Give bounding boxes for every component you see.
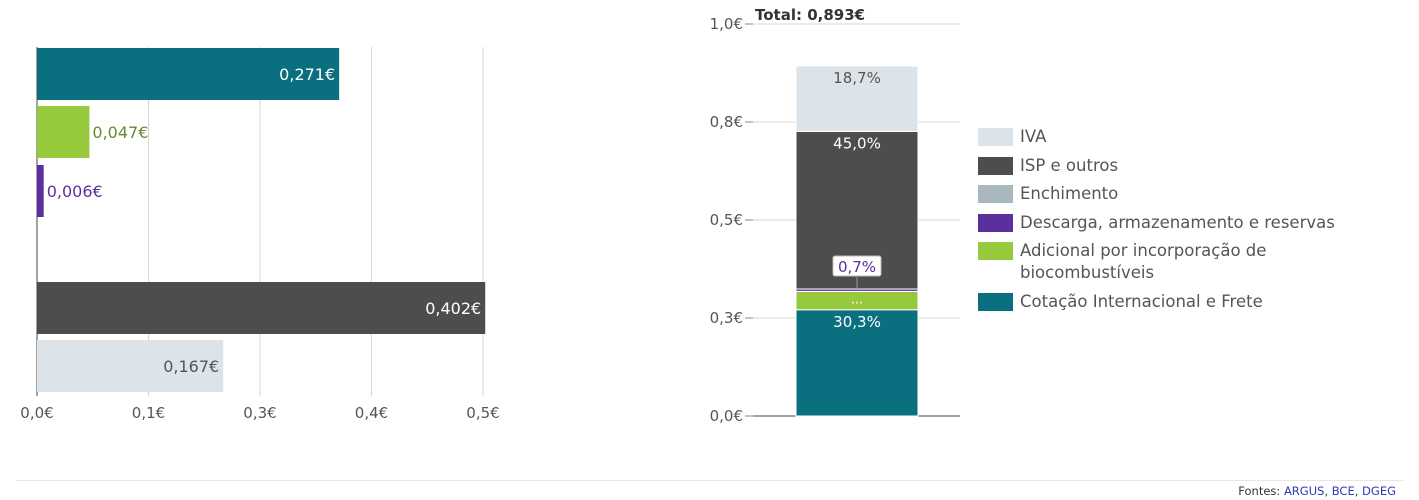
x-tick-label: 0,5€ — [466, 404, 499, 422]
y-tick-label: 0,3€ — [710, 309, 743, 327]
x-tick-label: 0,3€ — [243, 404, 276, 422]
source-link-dgeg[interactable]: DGEG — [1362, 484, 1396, 498]
legend-item-biocombustiveis[interactable]: Adicional por incorporação de biocombust… — [978, 240, 1340, 284]
legend-label: Adicional por incorporação de biocombust… — [1020, 241, 1267, 282]
legend-label: Enchimento — [1020, 184, 1119, 203]
bar-data-label: 0,006€ — [47, 182, 103, 201]
bar-data-label: 0,271€ — [279, 65, 335, 84]
x-tick-label: 0,0€ — [20, 404, 53, 422]
bar-data-label: 0,047€ — [92, 123, 148, 142]
x-tick-label: 0,1€ — [132, 404, 165, 422]
y-tick-label: 1,0€ — [710, 15, 743, 33]
bar — [37, 48, 340, 100]
legend-swatch — [978, 128, 1013, 146]
legend-label: ISP e outros — [1020, 156, 1119, 175]
stack-segment-label: 30,3% — [833, 313, 881, 331]
footer-prefix: Fontes: — [1238, 484, 1281, 498]
stack-total-title: Total: 0,893€ — [755, 6, 865, 24]
legend-label: Cotação Internacional e Frete — [1020, 292, 1263, 311]
y-tick-label: 0,8€ — [710, 113, 743, 131]
legend-label: Descarga, armazenamento e reservas — [1020, 213, 1335, 232]
footer-divider — [16, 480, 1403, 481]
stack-segment-label: 45,0% — [833, 134, 881, 152]
stack-segment — [795, 309, 919, 417]
bar-data-label: 0,167€ — [163, 357, 219, 376]
source-link-argus[interactable]: ARGUS — [1283, 484, 1325, 498]
legend-swatch — [978, 293, 1013, 311]
legend-swatch — [978, 185, 1013, 203]
stack-segment-label: 18,7% — [833, 69, 881, 87]
source-link-bce[interactable]: BCE — [1331, 484, 1355, 498]
legend-item-descarga[interactable]: Descarga, armazenamento e reservas — [978, 212, 1340, 234]
stacked-bar-chart: 0,0€ 0,3€ 0,5€ 0,8€ 1,0€ Total: 0,893€ 30,3%..… — [710, 6, 960, 425]
legend-item-isp[interactable]: ISP e outros — [978, 155, 1340, 177]
bar-data-label: 0,402€ — [425, 299, 481, 318]
stack-segment-label: 0,7% — [838, 258, 876, 276]
stack-segment — [795, 65, 919, 132]
legend-swatch — [978, 242, 1013, 260]
stack-segment-label: ... — [851, 293, 863, 308]
bar — [37, 106, 90, 158]
legend-item-cotacao[interactable]: Cotação Internacional e Frete — [978, 291, 1340, 313]
legend-swatch — [978, 157, 1013, 175]
legend-item-enchimento[interactable]: Enchimento — [978, 183, 1340, 205]
footer-sources: Fontes: ARGUS, BCE, DGEG — [1238, 484, 1396, 498]
callout-box — [832, 255, 882, 277]
y-tick-label: 0,0€ — [710, 407, 743, 425]
bar — [37, 165, 44, 217]
bar — [37, 282, 486, 334]
legend-swatch — [978, 214, 1013, 232]
y-tick-label: 0,5€ — [710, 211, 743, 229]
legend-label: IVA — [1020, 127, 1047, 146]
bar-chart: 0,271€ 0,047€ 0,006€ 0,402€ 0,167€ 0,0€ 0,1€ 0,… — [20, 47, 500, 422]
legend-item-iva[interactable]: IVA — [978, 126, 1340, 148]
x-tick-label: 0,4€ — [355, 404, 388, 422]
bar — [37, 340, 224, 392]
